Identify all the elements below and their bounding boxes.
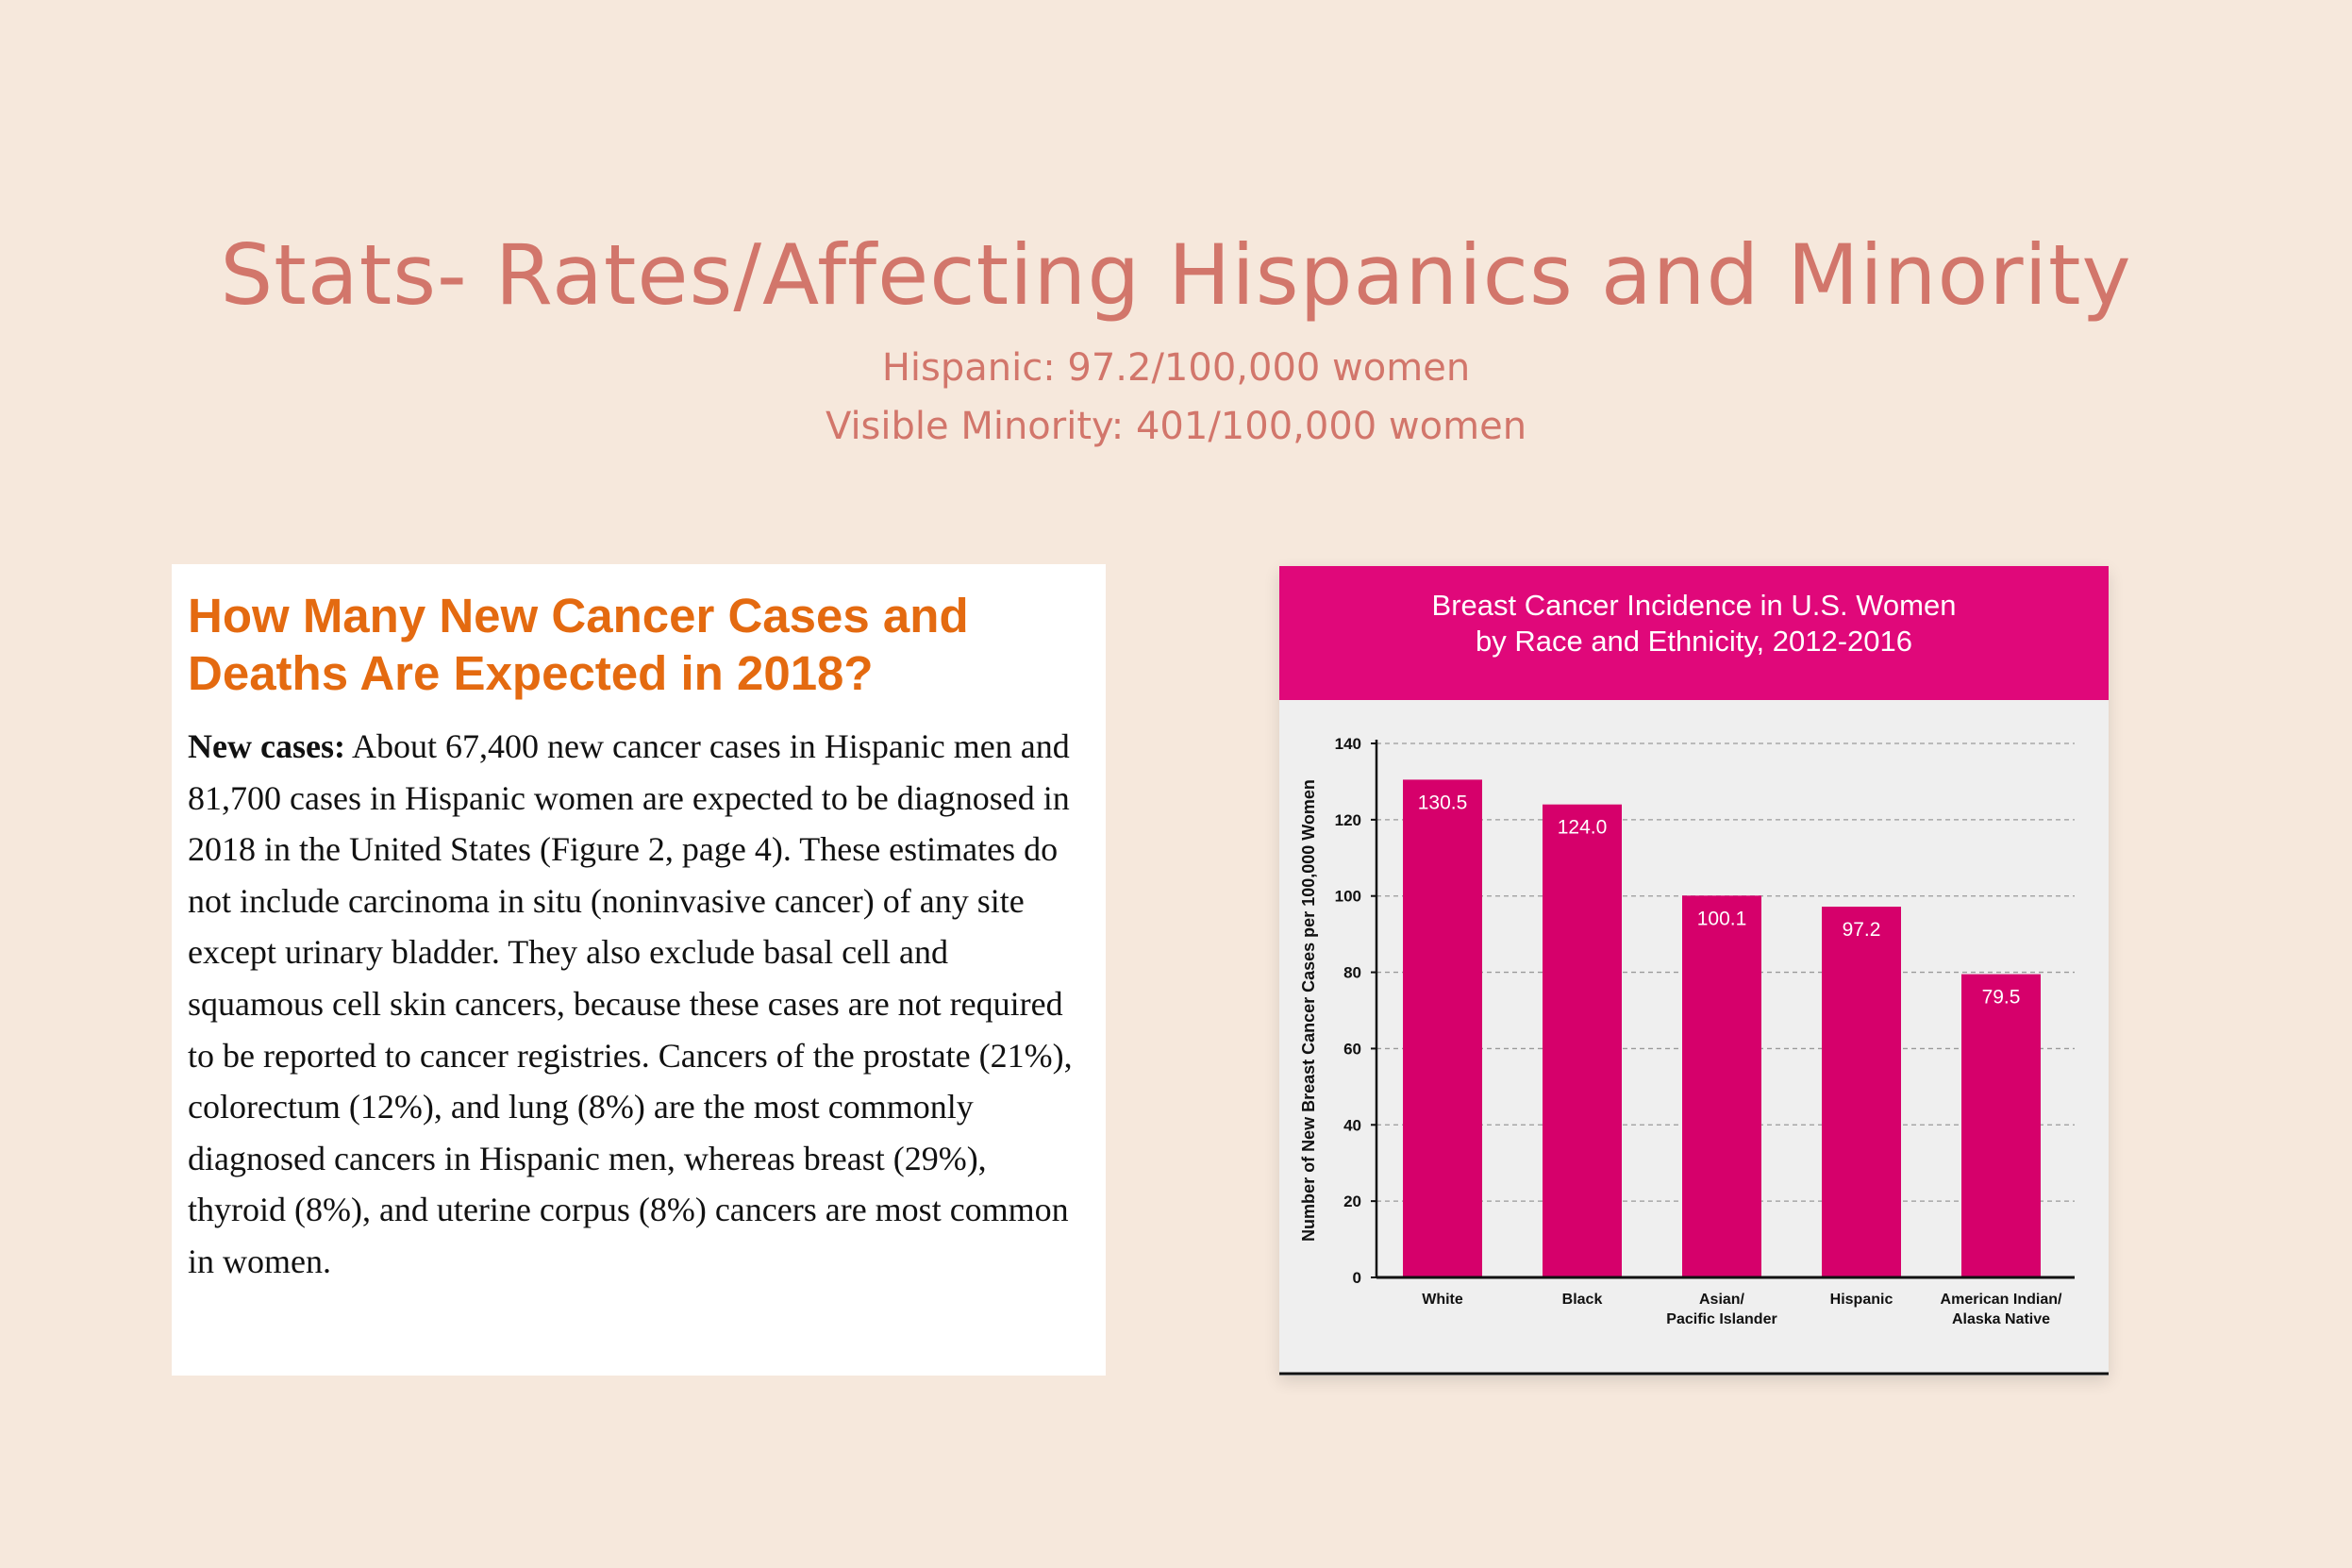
bar-value-label: 124.0	[1558, 817, 1608, 839]
subtitle-visible-minority: Visible Minority: 401/100,000 women	[825, 405, 1527, 448]
excerpt-heading-line-1: How Many New Cancer Cases and	[188, 589, 969, 642]
bar	[1403, 779, 1482, 1277]
y-tick-label: 40	[1343, 1116, 1361, 1134]
x-category-label: Black	[1562, 1292, 1603, 1308]
y-axis-label: Number of New Breast Cancer Cases per 10…	[1299, 779, 1318, 1242]
excerpt-heading: How Many New Cancer Cases and Deaths Are…	[188, 587, 1089, 702]
y-tick-label: 0	[1353, 1269, 1361, 1287]
subtitle-hispanic: Hispanic: 97.2/100,000 women	[881, 346, 1471, 390]
chart-header	[1279, 566, 2109, 700]
x-category-label: Asian/	[1699, 1292, 1745, 1308]
y-tick-label: 80	[1343, 964, 1361, 982]
y-tick-label: 140	[1335, 735, 1361, 753]
bar	[1682, 895, 1761, 1277]
excerpt-body-text: About 67,400 new cancer cases in Hispani…	[188, 727, 1073, 1280]
bar-chart: Breast Cancer Incidence in U.S. Women by…	[1279, 566, 2109, 1376]
excerpt-lead: New cases:	[188, 727, 345, 765]
bar-value-label: 100.1	[1697, 908, 1747, 929]
excerpt-body: New cases: About 67,400 new cancer cases…	[188, 721, 1089, 1288]
x-category-label: Pacific Islander	[1666, 1311, 1777, 1327]
report-excerpt: How Many New Cancer Cases and Deaths Are…	[172, 564, 1106, 1376]
x-category-label: American Indian/	[1941, 1292, 2062, 1308]
x-category-label: White	[1422, 1292, 1463, 1308]
y-tick-label: 120	[1335, 811, 1361, 829]
bar-value-label: 79.5	[1982, 987, 2021, 1009]
x-category-label: Alaska Native	[1952, 1311, 2050, 1327]
excerpt-heading-line-2: Deaths Are Expected in 2018?	[188, 646, 874, 700]
category-labels: White Black Asian/Pacific Islander Hispanic…	[1422, 1292, 2062, 1327]
slide-title: Stats- Rates/Affecting Hispanics and Min…	[220, 226, 2132, 324]
bar-value-label: 97.2	[1843, 919, 1881, 941]
bars	[1403, 779, 2041, 1277]
y-tick-label: 100	[1335, 888, 1361, 906]
x-category-label: Hispanic	[1830, 1292, 1893, 1308]
bar	[1961, 974, 2041, 1277]
chart-title-line-1: Breast Cancer Incidence in U.S. Women	[1432, 589, 1957, 622]
bar	[1543, 804, 1622, 1277]
bar-value-label: 130.5	[1418, 792, 1468, 813]
y-tick-label: 60	[1343, 1040, 1361, 1058]
value-labels: 130.5 124.0 100.1 97.2 79.5	[1418, 792, 2021, 1008]
bar-chart-card: Breast Cancer Incidence in U.S. Women by…	[1279, 566, 2109, 1376]
bar	[1822, 907, 1901, 1277]
y-axis-ticks: 0 20 40 60 80 100 120 140	[1335, 735, 1376, 1287]
y-tick-label: 20	[1343, 1193, 1361, 1210]
chart-title-line-2: by Race and Ethnicity, 2012-2016	[1476, 625, 1912, 658]
